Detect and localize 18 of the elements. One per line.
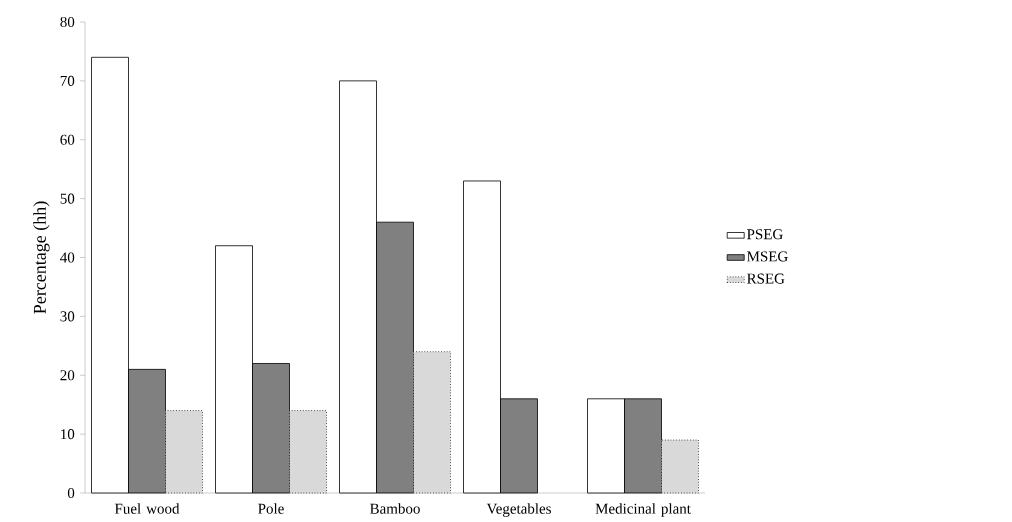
y-axis-title: Percentage (hh) <box>33 201 50 314</box>
x-tick-label: Pole <box>258 503 284 514</box>
x-tick-label: Vegetables <box>486 503 551 517</box>
y-tick-label: 20 <box>60 370 75 381</box>
y-tick-label: 70 <box>60 75 75 86</box>
y-tick-label: 0 <box>67 487 75 499</box>
legend-label: RSEG <box>747 273 785 284</box>
y-tick-label: 50 <box>60 193 75 204</box>
y-tick-label: 10 <box>61 429 75 440</box>
legend-label: MSEG <box>747 251 788 262</box>
y-tick-label: 30 <box>60 311 75 322</box>
x-tick-label: Fuel wood <box>114 503 180 514</box>
y-tick-label: 60 <box>60 134 75 145</box>
x-tick-label: Bamboo <box>370 503 420 514</box>
legend-label: PSEG <box>747 229 783 240</box>
y-tick-label: 40 <box>60 252 75 263</box>
y-tick-label: 80 <box>60 16 75 28</box>
x-tick-label: Medicinal plant <box>595 503 691 517</box>
